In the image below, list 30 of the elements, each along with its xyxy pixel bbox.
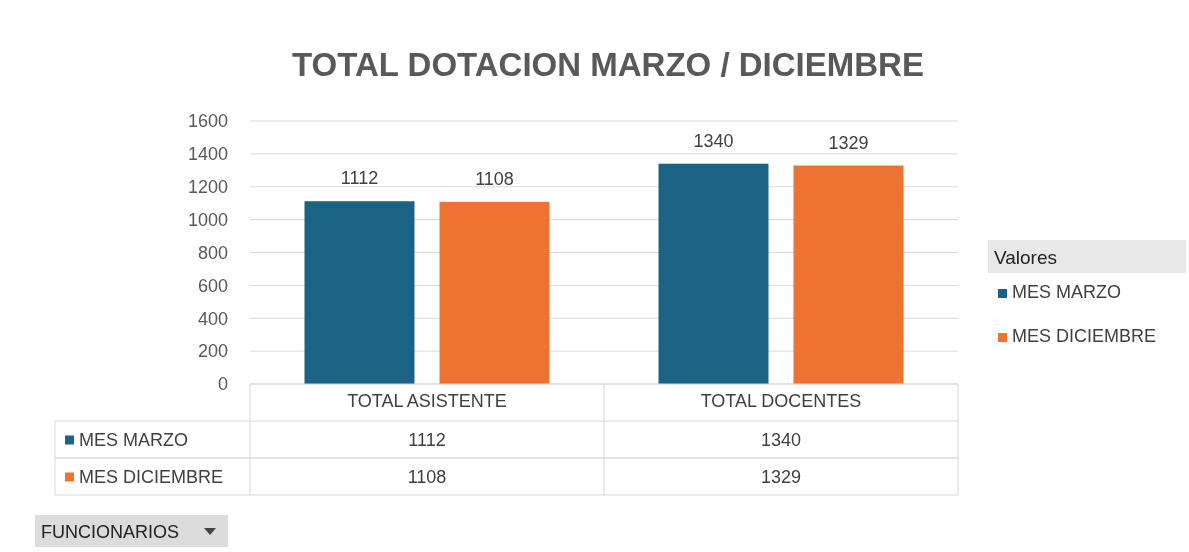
- y-tick-label: 600: [197, 275, 228, 296]
- x-tick-label: TOTAL ASISTENTE: [347, 390, 507, 411]
- bar: [658, 163, 769, 384]
- y-tick-label: 200: [197, 341, 228, 362]
- data-label: 1329: [828, 132, 869, 153]
- text: MES DICIEMBRE: [79, 466, 224, 487]
- y-tick-label: 800: [197, 242, 228, 263]
- text: MES MARZO: [79, 429, 189, 450]
- data-label: 1108: [475, 168, 514, 189]
- text: 1112: [408, 429, 446, 450]
- text: FUNCIONARIOS: [41, 522, 180, 542]
- y-tick-label: 1000: [187, 209, 228, 230]
- y-tick-label: 0: [217, 374, 228, 395]
- legend-title: Valores: [994, 247, 1058, 268]
- y-tick-label: 1400: [187, 144, 228, 165]
- data-label: 1112: [340, 168, 379, 189]
- legend-label: MES DICIEMBRE: [1012, 326, 1157, 346]
- data-label: 1340: [693, 130, 734, 151]
- y-tick-label: 400: [197, 308, 228, 329]
- text: 1108: [407, 466, 447, 487]
- legend-label: MES MARZO: [1012, 282, 1122, 302]
- text: 1340: [760, 429, 802, 450]
- bar: [439, 201, 550, 384]
- text: 1329: [760, 466, 802, 487]
- y-tick-label: 1200: [187, 177, 228, 198]
- y-tick-label: 1600: [187, 111, 228, 132]
- x-tick-label: TOTAL DOCENTES: [700, 390, 862, 411]
- bar: [793, 165, 904, 384]
- chart-title: TOTAL DOTACION MARZO / DICIEMBRE: [292, 46, 924, 83]
- bar: [304, 201, 415, 384]
